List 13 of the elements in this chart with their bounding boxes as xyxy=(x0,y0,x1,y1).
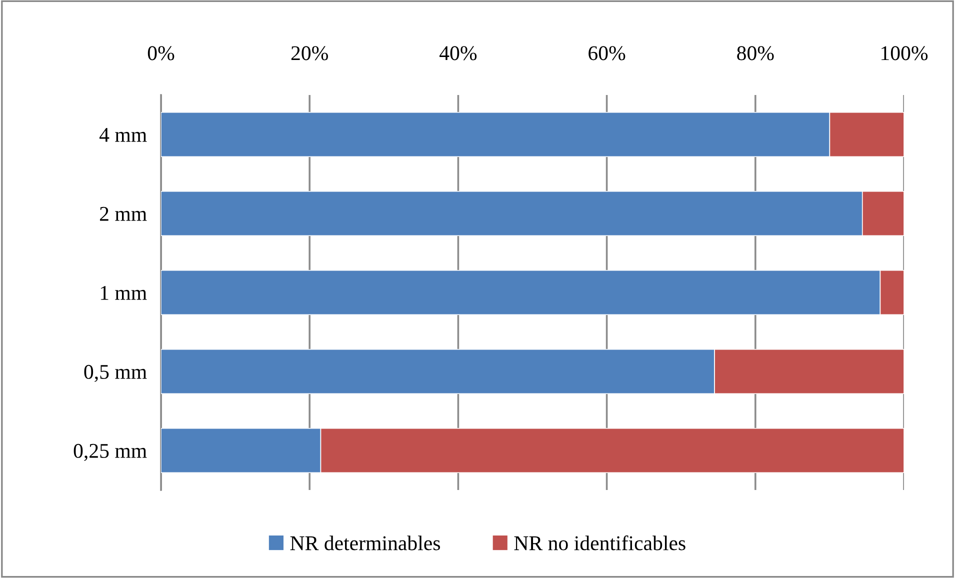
x-tick-label: 0% xyxy=(148,46,174,60)
x-tick-label: 100% xyxy=(882,46,928,60)
x-tick-label: 20% xyxy=(291,46,328,60)
legend-label: NR determinables xyxy=(290,536,440,550)
y-tick-label: 2 mm xyxy=(100,206,147,221)
x-tick-label: 60% xyxy=(588,46,626,60)
y-tick-label: 0,5 mm xyxy=(84,364,147,382)
legend-label: NR no identificables xyxy=(514,535,686,550)
x-tick-label: 80% xyxy=(737,46,774,60)
x-tick-label: 40% xyxy=(440,46,477,60)
y-tick-label: 1 mm xyxy=(100,286,147,300)
y-tick-label: 4 mm xyxy=(99,128,147,142)
y-tick-label: 0,25 mm xyxy=(74,444,147,461)
